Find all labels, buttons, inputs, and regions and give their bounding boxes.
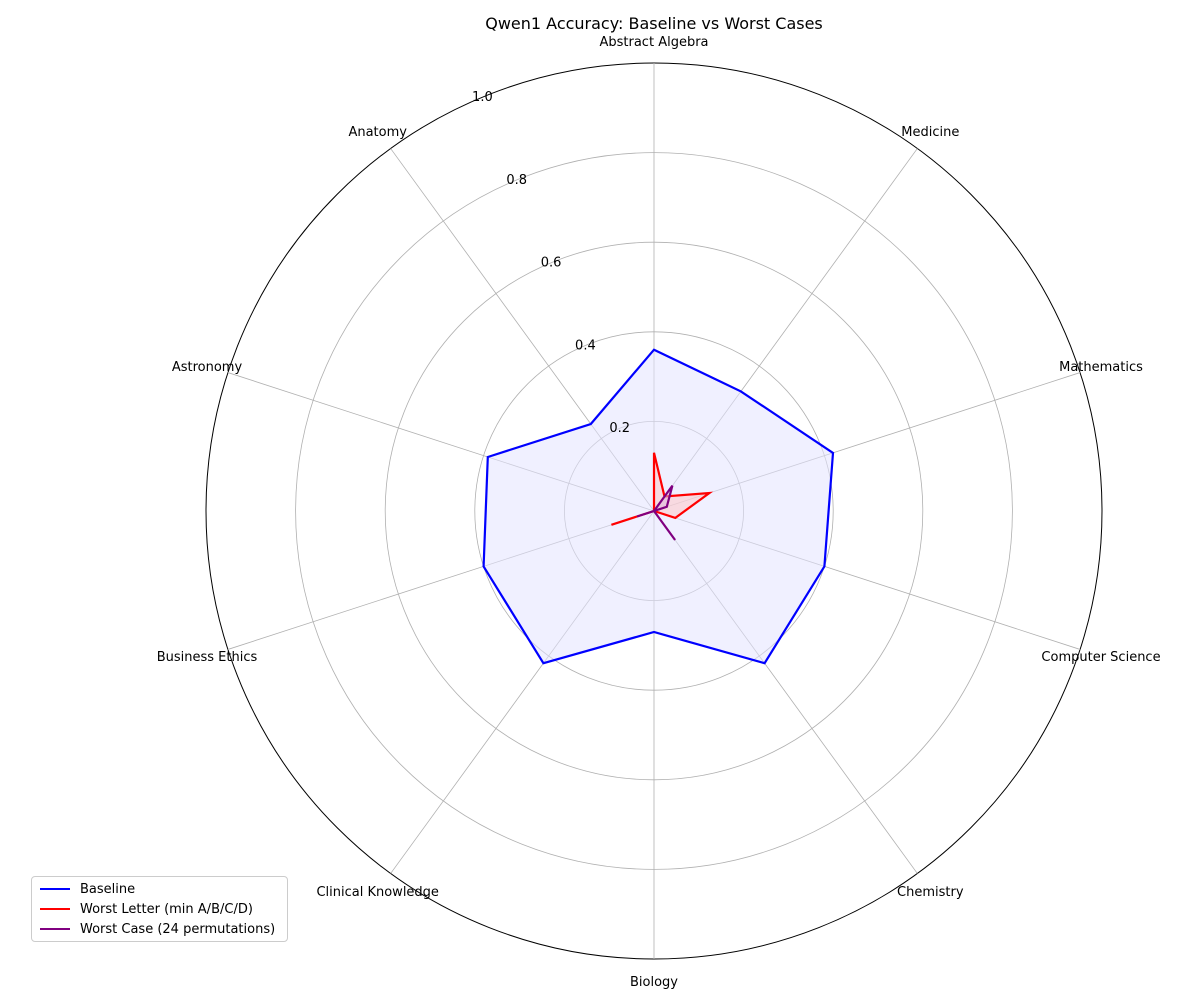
legend-item-worst-letter: Worst Letter (min A/B/C/D) <box>40 899 253 919</box>
legend-item-baseline: Baseline <box>40 879 135 899</box>
category-label: Computer Science <box>1041 650 1160 665</box>
category-label: Biology <box>630 975 678 990</box>
series-line <box>636 484 676 541</box>
r-tick-label: 1.0 <box>472 90 493 105</box>
category-label: Anatomy <box>348 125 407 140</box>
chart-title: Qwen1 Accuracy: Baseline vs Worst Cases <box>485 14 823 33</box>
legend-item-worst-case: Worst Case (24 permutations) <box>40 919 275 939</box>
legend-label: Worst Case (24 permutations) <box>80 921 276 937</box>
radar-labels: 0.2 0.4 0.6 0.8 1.0 Abstract Algebra Medicine M… <box>157 35 1161 990</box>
legend-swatch-worst-letter <box>40 908 70 910</box>
category-label: Business Ethics <box>157 650 258 665</box>
category-label: Medicine <box>901 125 959 140</box>
legend-swatch-worst-case <box>40 928 70 930</box>
category-label: Clinical Knowledge <box>316 885 438 900</box>
radar-series <box>482 348 835 665</box>
legend-swatch-baseline <box>40 888 70 890</box>
category-label: Astronomy <box>172 360 243 375</box>
r-tick-label: 0.6 <box>541 256 562 271</box>
legend-label: Baseline <box>80 881 136 897</box>
series-fill <box>637 485 676 540</box>
category-label: Mathematics <box>1059 360 1143 375</box>
legend: Baseline Worst Letter (min A/B/C/D) Wors… <box>31 876 288 942</box>
r-tick-label: 0.2 <box>609 421 630 436</box>
r-tick-label: 0.4 <box>575 339 596 354</box>
series-fill <box>611 452 710 525</box>
category-label: Chemistry <box>897 885 964 900</box>
legend-label: Worst Letter (min A/B/C/D) <box>80 901 253 917</box>
category-label: Abstract Algebra <box>599 35 708 50</box>
r-tick-label: 0.8 <box>506 173 527 188</box>
